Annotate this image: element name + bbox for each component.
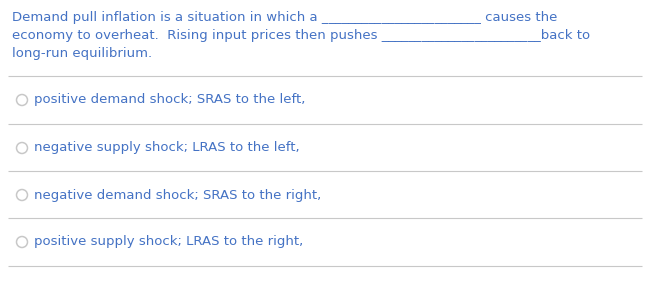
Text: long-run equilibrium.: long-run equilibrium. — [12, 47, 152, 60]
Text: negative supply shock; LRAS to the left,: negative supply shock; LRAS to the left, — [34, 142, 300, 154]
Text: positive supply shock; LRAS to the right,: positive supply shock; LRAS to the right… — [34, 235, 304, 249]
Text: economy to overheat.  Rising input prices then pushes ________________________ba: economy to overheat. Rising input prices… — [12, 29, 590, 42]
Text: Demand pull inflation is a situation in which a ________________________ causes : Demand pull inflation is a situation in … — [12, 11, 558, 24]
Text: positive demand shock; SRAS to the left,: positive demand shock; SRAS to the left, — [34, 94, 306, 106]
Text: negative demand shock; SRAS to the right,: negative demand shock; SRAS to the right… — [34, 188, 322, 202]
